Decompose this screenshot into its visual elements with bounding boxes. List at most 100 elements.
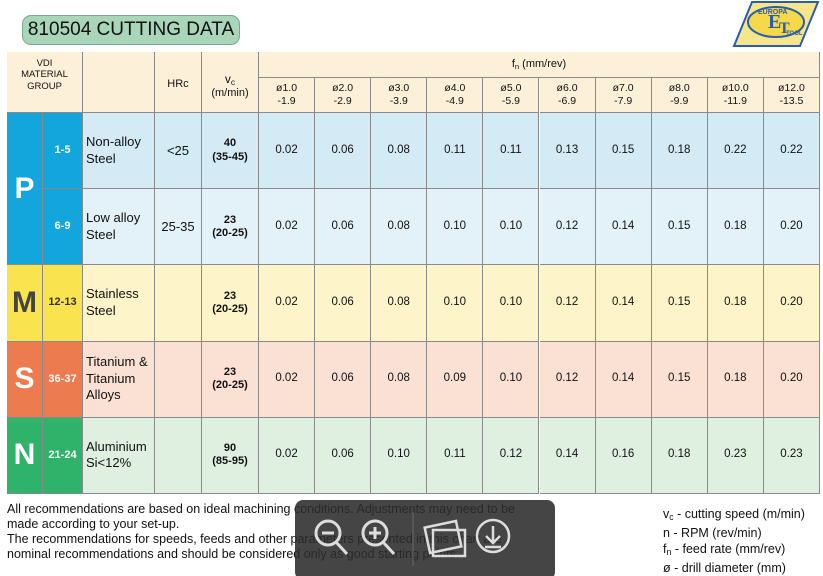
feed-value: 0.11: [444, 143, 466, 156]
material-line: Aluminium: [86, 438, 147, 454]
feed: 0.02: [259, 189, 316, 266]
fn-header: fn (mm/rev): [259, 52, 820, 78]
feed: 0.10: [427, 265, 484, 342]
feed: 0.13: [539, 113, 596, 190]
feed-value: 0.12: [555, 219, 579, 232]
feed: 0.02: [259, 113, 316, 190]
feed: 0.15: [651, 189, 708, 266]
feed-value: 0.02: [275, 296, 298, 309]
diameter-line: ø12.0: [778, 82, 805, 95]
legend-symbol: v: [663, 507, 670, 521]
feed-value: 0.08: [387, 372, 410, 385]
material-line: Steel: [86, 302, 116, 318]
group-letter: P: [7, 113, 43, 266]
logo-e: E: [768, 11, 781, 33]
feed: 0.14: [539, 417, 596, 494]
zoom-out-button[interactable]: [314, 519, 349, 556]
symbol-sub: n: [514, 61, 520, 71]
legend-symbol: n - RPM (rev/min): [663, 526, 762, 540]
feed-value: 0.08: [387, 296, 410, 309]
feed-value: 0.18: [724, 219, 747, 232]
feed-value: 0.14: [611, 372, 635, 385]
feed-value: 0.10: [499, 219, 523, 232]
feed-value: 0.08: [387, 143, 410, 156]
material-line: Steel: [86, 150, 116, 166]
download-button[interactable]: [475, 518, 511, 554]
feed-value: 0.14: [611, 219, 635, 232]
legend-symbol: ø - drill diameter (mm): [663, 561, 786, 575]
legend-sub: n: [666, 547, 672, 557]
feed-value: 0.20: [780, 372, 803, 385]
feed: 0.12: [539, 265, 596, 342]
range: 36-37: [43, 341, 83, 418]
vc: 23 (20-25): [202, 341, 259, 418]
feed: 0.12: [539, 341, 596, 418]
feed: 0.15: [595, 113, 652, 190]
feed: 0.20: [763, 341, 820, 418]
legend-sub: c: [669, 512, 674, 522]
diameter-header: ø4.0 -4.9: [427, 78, 484, 113]
feed: 0.16: [595, 417, 652, 494]
logo-bottom: TOOL: [786, 31, 803, 37]
group-header-line: VDI: [36, 58, 53, 69]
feed: 0.12: [539, 189, 596, 266]
feed: 0.10: [483, 189, 540, 266]
hrc: [155, 265, 202, 342]
logo-oval: [747, 6, 805, 38]
material-line: Alloys: [86, 387, 121, 403]
zoom-in-button[interactable]: [361, 519, 396, 556]
vc-value: 90: [223, 442, 237, 455]
feed: 0.06: [315, 341, 372, 418]
material-header: [83, 52, 155, 113]
feed-value: 0.06: [331, 372, 354, 385]
diameter-line: -6.9: [558, 95, 577, 107]
feed: 0.14: [595, 265, 652, 342]
symbol-base: v: [224, 72, 231, 86]
hrc: [155, 341, 202, 418]
vc-range: (85-95): [212, 455, 248, 468]
diameter-line: -11.9: [723, 95, 747, 107]
feed: 0.08: [371, 113, 428, 190]
diameter-line: -5.9: [501, 95, 520, 107]
feed-value: 0.08: [387, 219, 410, 232]
feed: 0.23: [763, 417, 820, 494]
range: 1-5: [43, 113, 83, 190]
feed-value: 0.10: [499, 372, 523, 385]
material-line: Steel: [86, 226, 116, 242]
logo-top: EUROPA: [758, 9, 787, 16]
diameter-line: -3.9: [389, 95, 408, 107]
feed-value: 0.10: [387, 448, 410, 461]
feed-value: 0.22: [780, 143, 803, 156]
feed: 0.06: [315, 417, 372, 494]
group-letter: M: [7, 265, 43, 342]
vc: 90 (85-95): [202, 417, 259, 494]
vc-range: (20-25): [212, 226, 248, 239]
diameter-line: ø2.0: [332, 82, 354, 95]
vc-value: 23: [223, 366, 237, 378]
diameter-line: ø10.0: [721, 82, 749, 95]
feed: 0.08: [371, 189, 428, 266]
feed: 0.10: [483, 265, 540, 342]
diameter-line: ø6.0: [556, 82, 578, 95]
range-text: 36-37: [48, 372, 77, 385]
legend-text: - feed rate (mm/rev): [671, 542, 786, 556]
feed-value: 0.12: [499, 448, 523, 461]
feed-value: 0.11: [444, 448, 466, 461]
diameter-header: ø3.0 -3.9: [371, 78, 428, 113]
material: Low alloy Steel: [83, 189, 155, 266]
range-text: 12-13: [48, 296, 77, 309]
feed: 0.14: [595, 189, 652, 266]
feed-value: 0.15: [668, 372, 691, 385]
feed-value: 0.14: [555, 448, 579, 461]
feed-value: 0.10: [443, 219, 467, 232]
feed-value: 0.20: [780, 296, 803, 309]
feed-value: 0.23: [724, 448, 747, 461]
feed-value: 0.06: [331, 219, 354, 232]
diameter-line: -1.9: [277, 95, 296, 107]
feed-value: 0.20: [780, 219, 803, 232]
feed-value: 0.02: [275, 143, 298, 156]
logo-t: T: [779, 20, 790, 37]
image-button[interactable]: [423, 519, 467, 558]
material: Stainless Steel: [83, 265, 155, 342]
group-letter-text: P: [14, 171, 35, 205]
